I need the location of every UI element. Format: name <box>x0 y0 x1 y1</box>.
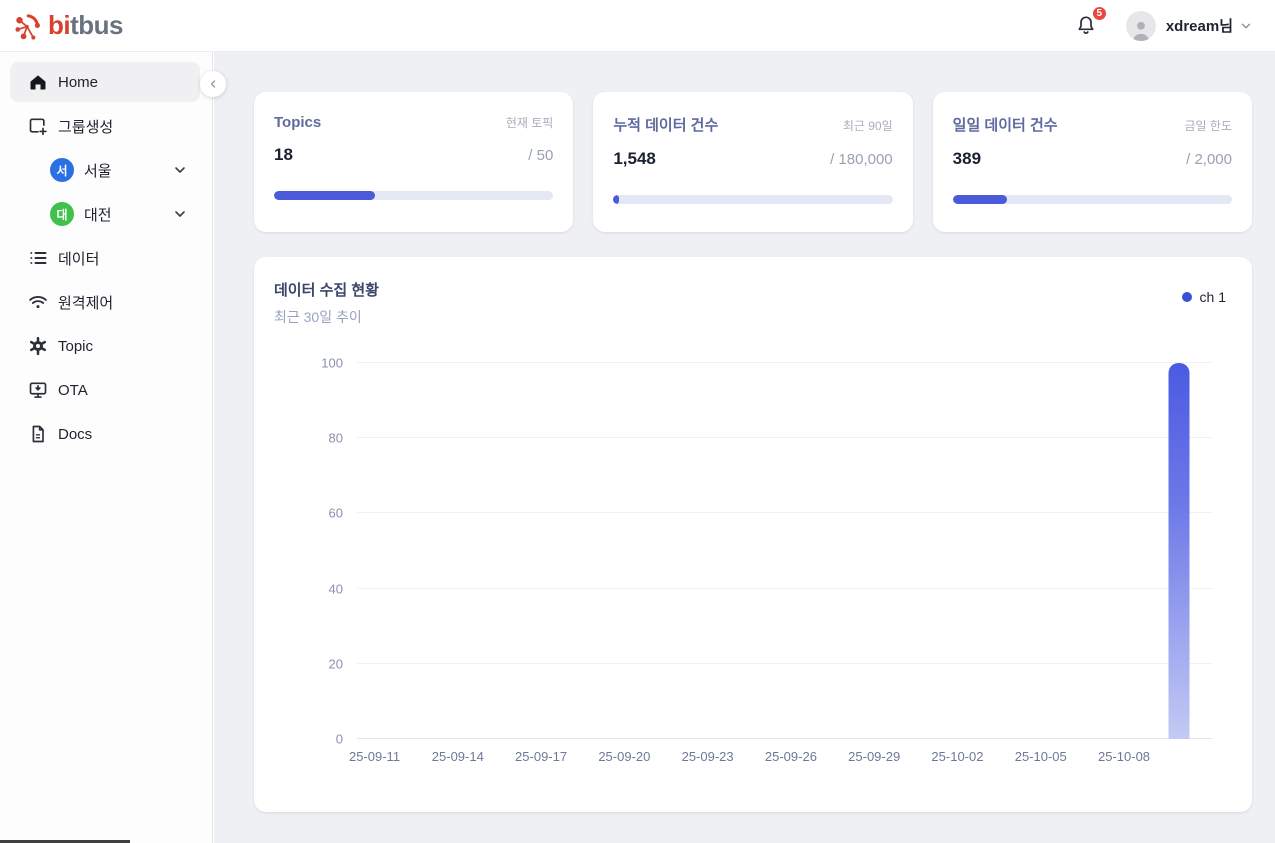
data-collection-chart-card: 데이터 수집 현황 최근 30일 추이 ch 1 0 20 40 60 80 100 25… <box>254 257 1252 812</box>
sidebar-item-label: 데이터 <box>58 250 100 268</box>
daejeon-group-badge: 대 <box>50 202 74 226</box>
stat-tag: 금일 한도 <box>1184 119 1232 133</box>
notification-count-badge: 5 <box>1090 4 1108 22</box>
stat-value: 18 <box>274 145 293 164</box>
x-axis-tick-label: 25-09-23 <box>681 749 734 764</box>
list-icon <box>28 248 48 268</box>
progress-bar <box>274 191 554 200</box>
y-axis-tick-label: 40 <box>328 581 343 597</box>
stat-cards-row: Topics 현재 토픽 18 / 50 누적 데이터 건수 최근 90일 1,… <box>254 92 1252 232</box>
sidebar-item-label: 서울 <box>84 162 112 180</box>
user-menu-chevron-icon[interactable] <box>1239 19 1253 33</box>
progress-bar <box>952 195 1232 204</box>
x-axis: 25-09-11 25-09-14 25-09-17 25-09-20 25-09-23… <box>349 739 1212 769</box>
sidebar-item-topic[interactable]: Topic <box>10 326 200 366</box>
user-avatar[interactable] <box>1125 10 1156 41</box>
header-actions: 5 xdream님 <box>1074 4 1275 41</box>
stat-max: / 2,000 <box>1186 151 1232 168</box>
sidebar-nav: Home 그룹생성 서 서울 대 대전 <box>0 52 213 843</box>
x-axis-tick-label: 25-10-05 <box>1014 749 1067 764</box>
chevron-down-icon[interactable] <box>172 162 188 178</box>
x-axis-tick-label: 25-09-29 <box>848 749 901 764</box>
progress-fill <box>613 195 620 204</box>
progress-fill <box>952 195 1007 204</box>
legend-dot-icon <box>1181 292 1192 302</box>
sidebar-item-label: OTA <box>58 381 88 399</box>
stat-tag: 최근 90일 <box>842 119 893 133</box>
progress-bar <box>613 195 893 204</box>
x-axis-tick-label: 25-09-26 <box>764 749 817 764</box>
stat-title: Topics <box>274 114 322 131</box>
chevron-left-icon <box>210 80 216 88</box>
horizontal-scrollbar-thumb[interactable] <box>0 840 130 843</box>
wifi-icon <box>28 292 48 312</box>
seoul-group-badge: 서 <box>50 158 74 182</box>
y-axis-tick-label: 100 <box>321 355 343 371</box>
progress-fill <box>274 191 375 200</box>
sidebar-item-group-daejeon[interactable]: 대 대전 <box>10 194 200 234</box>
stat-value: 1,548 <box>613 149 656 168</box>
y-axis-tick-label: 20 <box>328 656 343 672</box>
stat-tag: 현재 토픽 <box>505 116 554 130</box>
document-icon <box>28 424 48 444</box>
sidebar-item-ota[interactable]: OTA <box>10 370 200 410</box>
chart-subtitle: 최근 30일 추이 <box>274 309 362 325</box>
notification-bell-button[interactable]: 5 <box>1074 4 1108 39</box>
bitbus-logo[interactable]: bitbus <box>0 10 123 41</box>
sidebar-item-home[interactable]: Home <box>10 62 200 102</box>
sidebar-item-label: 대전 <box>84 206 112 224</box>
window-plus-icon <box>28 116 48 136</box>
chart-bar-ch1[interactable] <box>1168 363 1190 739</box>
gridline <box>357 437 1212 439</box>
sidebar-item-label: Topic <box>58 337 94 355</box>
sidebar-item-label: Docs <box>58 425 93 443</box>
sidebar-item-label: 그룹생성 <box>58 118 114 136</box>
home-icon <box>28 72 48 92</box>
legend-label: ch 1 <box>1199 289 1226 305</box>
legend-item-ch1[interactable]: ch 1 <box>1181 289 1226 305</box>
person-icon <box>1132 21 1149 41</box>
bell-icon <box>1074 13 1100 37</box>
sidebar-item-group-create[interactable]: 그룹생성 <box>10 106 200 146</box>
bitbus-logo-icon <box>12 11 42 41</box>
gridline <box>357 512 1212 514</box>
sidebar-item-remote-control[interactable]: 원격제어 <box>10 282 200 322</box>
sidebar-item-data[interactable]: 데이터 <box>10 238 200 278</box>
chart-title: 데이터 수집 현황 <box>274 282 379 299</box>
x-axis-tick-label: 25-09-20 <box>598 749 651 764</box>
gridline <box>357 662 1212 664</box>
y-axis-tick-label: 80 <box>328 430 343 446</box>
stat-max: / 180,000 <box>830 151 893 168</box>
top-header: bitbus 5 xdream님 <box>0 0 1275 52</box>
stat-value: 389 <box>952 149 982 168</box>
sidebar-item-label: 원격제어 <box>58 294 114 312</box>
stat-card-topics: Topics 현재 토픽 18 / 50 <box>254 92 574 232</box>
x-axis-tick-label: 25-10-02 <box>931 749 984 764</box>
sidebar-item-group-seoul[interactable]: 서 서울 <box>10 150 200 190</box>
stat-card-cumulative-data: 누적 데이터 건수 최근 90일 1,548 / 180,000 <box>593 92 913 232</box>
gridline <box>357 738 1212 739</box>
gear-icon <box>28 336 48 356</box>
user-name[interactable]: xdream님 <box>1165 18 1233 35</box>
stat-card-daily-data: 일일 데이터 건수 금일 한도 389 / 2,000 <box>932 92 1252 232</box>
y-axis-tick-label: 0 <box>335 731 343 747</box>
x-axis-tick-label: 25-09-11 <box>348 749 401 764</box>
sidebar-item-docs[interactable]: Docs <box>10 414 200 454</box>
monitor-download-icon <box>28 380 48 400</box>
gridline <box>357 362 1212 363</box>
chart-plot: 0 20 40 60 80 100 <box>321 356 1212 747</box>
x-axis-tick-label: 25-09-14 <box>431 749 484 764</box>
stat-title: 누적 데이터 건수 <box>613 117 719 134</box>
stat-title: 일일 데이터 건수 <box>952 117 1058 134</box>
y-axis-tick-label: 60 <box>328 505 343 521</box>
sidebar-collapse-button[interactable] <box>200 71 226 97</box>
gridline <box>357 587 1212 589</box>
x-axis-tick-label: 25-09-17 <box>515 749 568 764</box>
stat-max: / 50 <box>528 147 554 164</box>
sidebar-item-label: Home <box>58 73 99 91</box>
main-content: Topics 현재 토픽 18 / 50 누적 데이터 건수 최근 90일 1,… <box>214 52 1275 843</box>
chevron-down-icon[interactable] <box>172 206 188 222</box>
x-axis-tick-label: 25-10-08 <box>1097 749 1151 764</box>
bitbus-logo-text: bitbus <box>48 10 123 40</box>
